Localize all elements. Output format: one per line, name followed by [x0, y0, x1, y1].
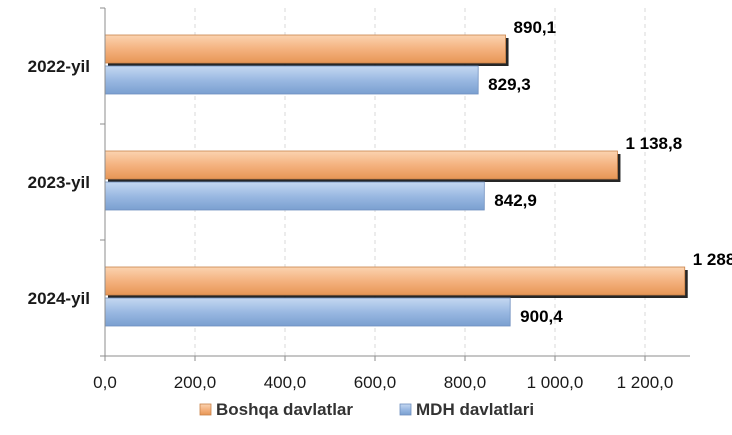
data-labels: 890,1 829,3 1 138,8 842,9 1 288,3 900,4	[488, 18, 732, 326]
bar	[104, 150, 618, 180]
x-tick-label: 800,0	[444, 373, 487, 392]
data-label: 890,1	[514, 18, 557, 37]
data-label: 900,4	[520, 307, 563, 326]
bar	[104, 65, 479, 95]
category-label: 2023-yil	[28, 173, 90, 192]
bar	[104, 297, 511, 327]
legend: Boshqa davlatlar MDH davlatlari	[199, 400, 534, 419]
x-tick-label: 400,0	[264, 373, 307, 392]
data-label: 829,3	[488, 75, 531, 94]
data-label: 1 138,8	[625, 134, 682, 153]
category-label: 2024-yil	[28, 289, 90, 308]
legend-label: MDH davlatlari	[416, 400, 534, 419]
x-tick-label: 1 000,0	[527, 373, 584, 392]
x-tick-label: 1 200,0	[617, 373, 674, 392]
bar	[104, 266, 686, 296]
bar	[104, 181, 485, 211]
data-label: 842,9	[494, 191, 537, 210]
legend-swatch	[199, 403, 212, 416]
category-label: 2022-yil	[28, 57, 90, 76]
bar	[104, 34, 506, 64]
legend-swatch	[399, 403, 412, 416]
legend-label: Boshqa davlatlar	[216, 400, 353, 419]
x-tick-label: 0,0	[93, 373, 117, 392]
axes: 0,0 200,0 400,0 600,0 800,0 1 000,0 1 200,0 202…	[28, 7, 690, 392]
bars	[104, 34, 688, 327]
data-label: 1 288,3	[693, 250, 732, 269]
x-tick-label: 200,0	[174, 373, 217, 392]
x-tick-label: 600,0	[354, 373, 397, 392]
